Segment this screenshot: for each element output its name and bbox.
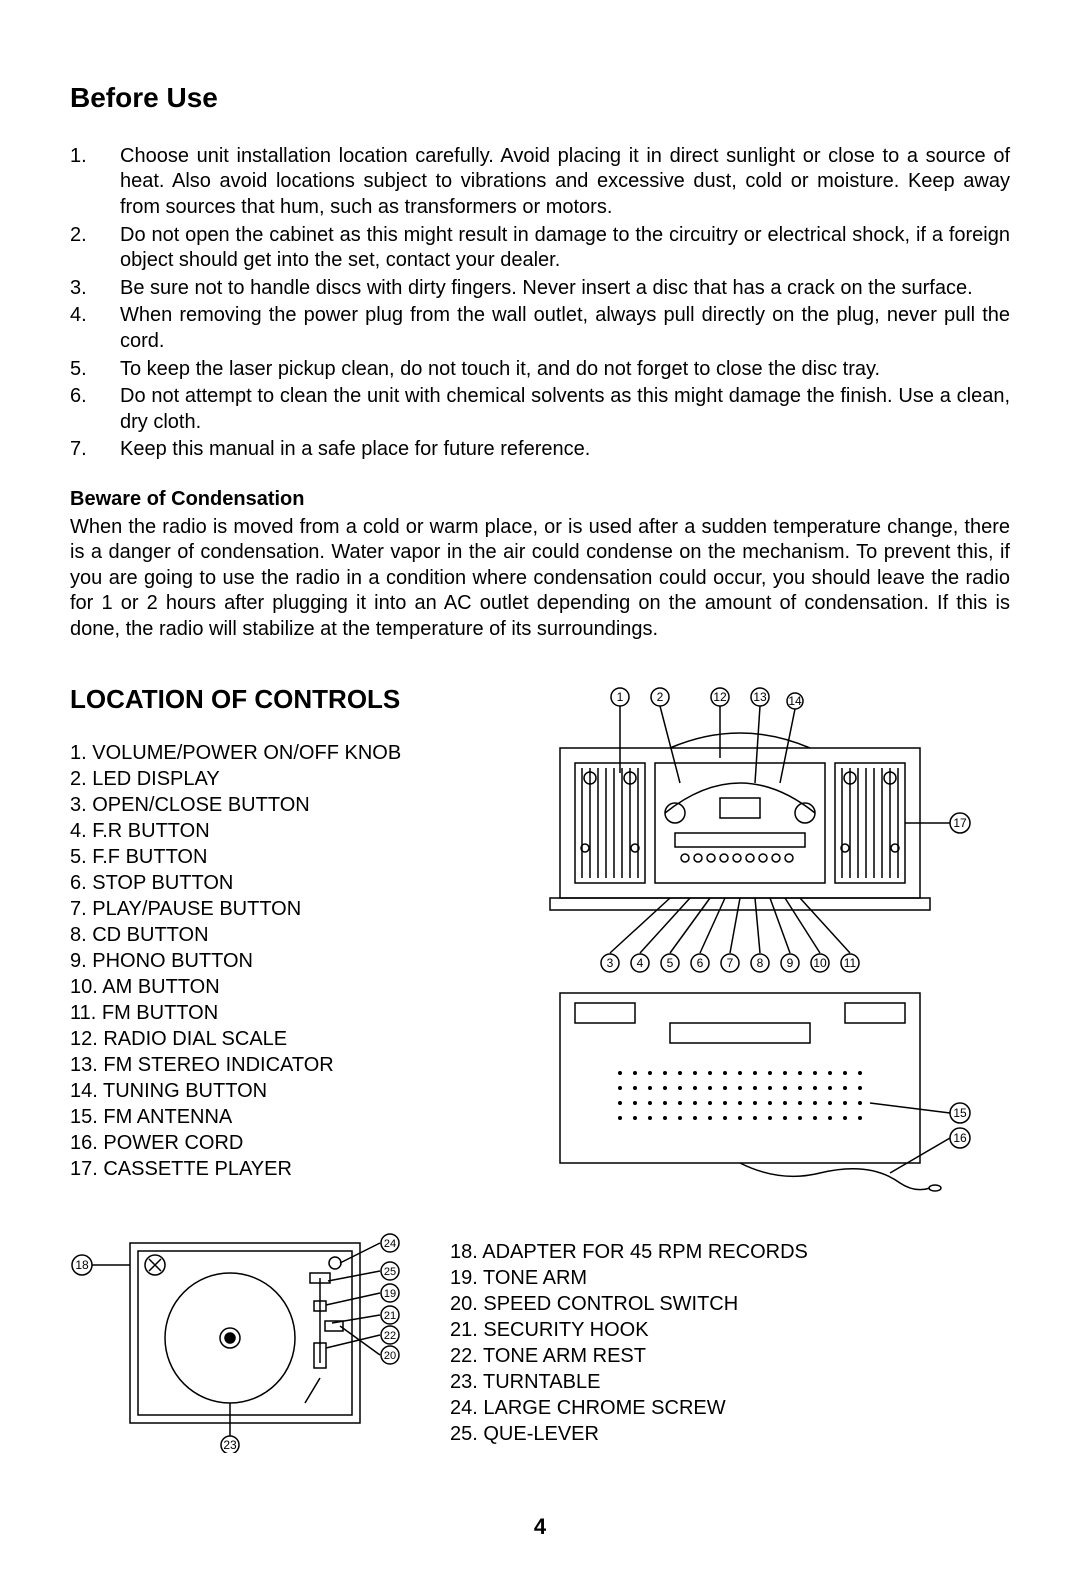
svg-text:18: 18 — [75, 1258, 89, 1272]
list-item: Do not attempt to clean the unit with ch… — [70, 384, 1010, 435]
svg-text:13: 13 — [753, 690, 767, 704]
list-item: 18. ADAPTER FOR 45 RPM RECORDS — [450, 1239, 1010, 1265]
svg-text:9: 9 — [787, 956, 794, 970]
before-use-heading: Before Use — [70, 80, 1010, 116]
svg-text:10: 10 — [813, 956, 827, 970]
list-item: To keep the laser pickup clean, do not t… — [70, 357, 1010, 383]
list-item: 8. CD BUTTON — [70, 922, 500, 948]
turntable-diagram: 18 24 25 19 21 22 20 — [70, 1223, 420, 1453]
svg-text:12: 12 — [713, 690, 727, 704]
svg-text:5: 5 — [667, 956, 674, 970]
svg-text:7: 7 — [727, 956, 734, 970]
svg-text:3: 3 — [607, 956, 614, 970]
list-item: 2. LED DISPLAY — [70, 766, 500, 792]
list-item: 11. FM BUTTON — [70, 1000, 500, 1026]
svg-text:11: 11 — [844, 956, 857, 970]
list-item: 13. FM STEREO INDICATOR — [70, 1052, 500, 1078]
list-item: 6. STOP BUTTON — [70, 870, 500, 896]
list-item: 1. VOLUME/POWER ON/OFF KNOB — [70, 740, 500, 766]
svg-text:22: 22 — [384, 1330, 396, 1342]
controls-list-b: 18. ADAPTER FOR 45 RPM RECORDS 19. TONE … — [450, 1239, 1010, 1447]
list-item: 5. F.F BUTTON — [70, 844, 500, 870]
condensation-heading: Beware of Condensation — [70, 487, 1010, 513]
svg-text:20: 20 — [384, 1350, 396, 1362]
list-item: 4. F.R BUTTON — [70, 818, 500, 844]
svg-text:16: 16 — [953, 1131, 967, 1145]
list-item: 16. POWER CORD — [70, 1130, 500, 1156]
list-item: 19. TONE ARM — [450, 1265, 1010, 1291]
list-item: 22. TONE ARM REST — [450, 1343, 1010, 1369]
svg-text:25: 25 — [384, 1266, 396, 1278]
list-item: 12. RADIO DIAL SCALE — [70, 1026, 500, 1052]
list-item: 14. TUNING BUTTON — [70, 1078, 500, 1104]
list-item: 23. TURNTABLE — [450, 1369, 1010, 1395]
list-item: 25. QUE-LEVER — [450, 1421, 1010, 1447]
front-diagram: 1 2 12 13 14 — [520, 683, 1010, 983]
svg-text:2: 2 — [657, 690, 664, 704]
before-use-list: Choose unit installation location carefu… — [70, 144, 1010, 463]
svg-text:8: 8 — [757, 956, 764, 970]
svg-text:19: 19 — [384, 1288, 396, 1300]
svg-text:1: 1 — [617, 690, 624, 704]
svg-text:24: 24 — [384, 1238, 396, 1250]
list-item: 7. PLAY/PAUSE BUTTON — [70, 896, 500, 922]
controls-list-a: 1. VOLUME/POWER ON/OFF KNOB 2. LED DISPL… — [70, 740, 500, 1182]
svg-text:23: 23 — [223, 1438, 237, 1452]
list-item: 20. SPEED CONTROL SWITCH — [450, 1291, 1010, 1317]
list-item: When removing the power plug from the wa… — [70, 303, 1010, 354]
svg-text:21: 21 — [384, 1310, 396, 1322]
list-item: Be sure not to handle discs with dirty f… — [70, 276, 1010, 302]
rear-diagram: 15 16 — [520, 983, 1010, 1203]
list-item: 10. AM BUTTON — [70, 974, 500, 1000]
list-item: 17. CASSETTE PLAYER — [70, 1156, 500, 1182]
svg-text:6: 6 — [697, 956, 704, 970]
controls-heading: LOCATION OF CONTROLS — [70, 683, 500, 716]
list-item: 9. PHONO BUTTON — [70, 948, 500, 974]
svg-text:17: 17 — [953, 816, 967, 830]
svg-text:15: 15 — [953, 1106, 967, 1120]
condensation-body: When the radio is moved from a cold or w… — [70, 515, 1010, 643]
list-item: 15. FM ANTENNA — [70, 1104, 500, 1130]
list-item: 21. SECURITY HOOK — [450, 1317, 1010, 1343]
list-item: 24. LARGE CHROME SCREW — [450, 1395, 1010, 1421]
page-number: 4 — [70, 1513, 1010, 1541]
list-item: 3. OPEN/CLOSE BUTTON — [70, 792, 500, 818]
svg-text:4: 4 — [637, 956, 644, 970]
list-item: Keep this manual in a safe place for fut… — [70, 437, 1010, 463]
list-item: Choose unit installation location carefu… — [70, 144, 1010, 221]
list-item: Do not open the cabinet as this might re… — [70, 223, 1010, 274]
svg-text:14: 14 — [788, 694, 802, 708]
